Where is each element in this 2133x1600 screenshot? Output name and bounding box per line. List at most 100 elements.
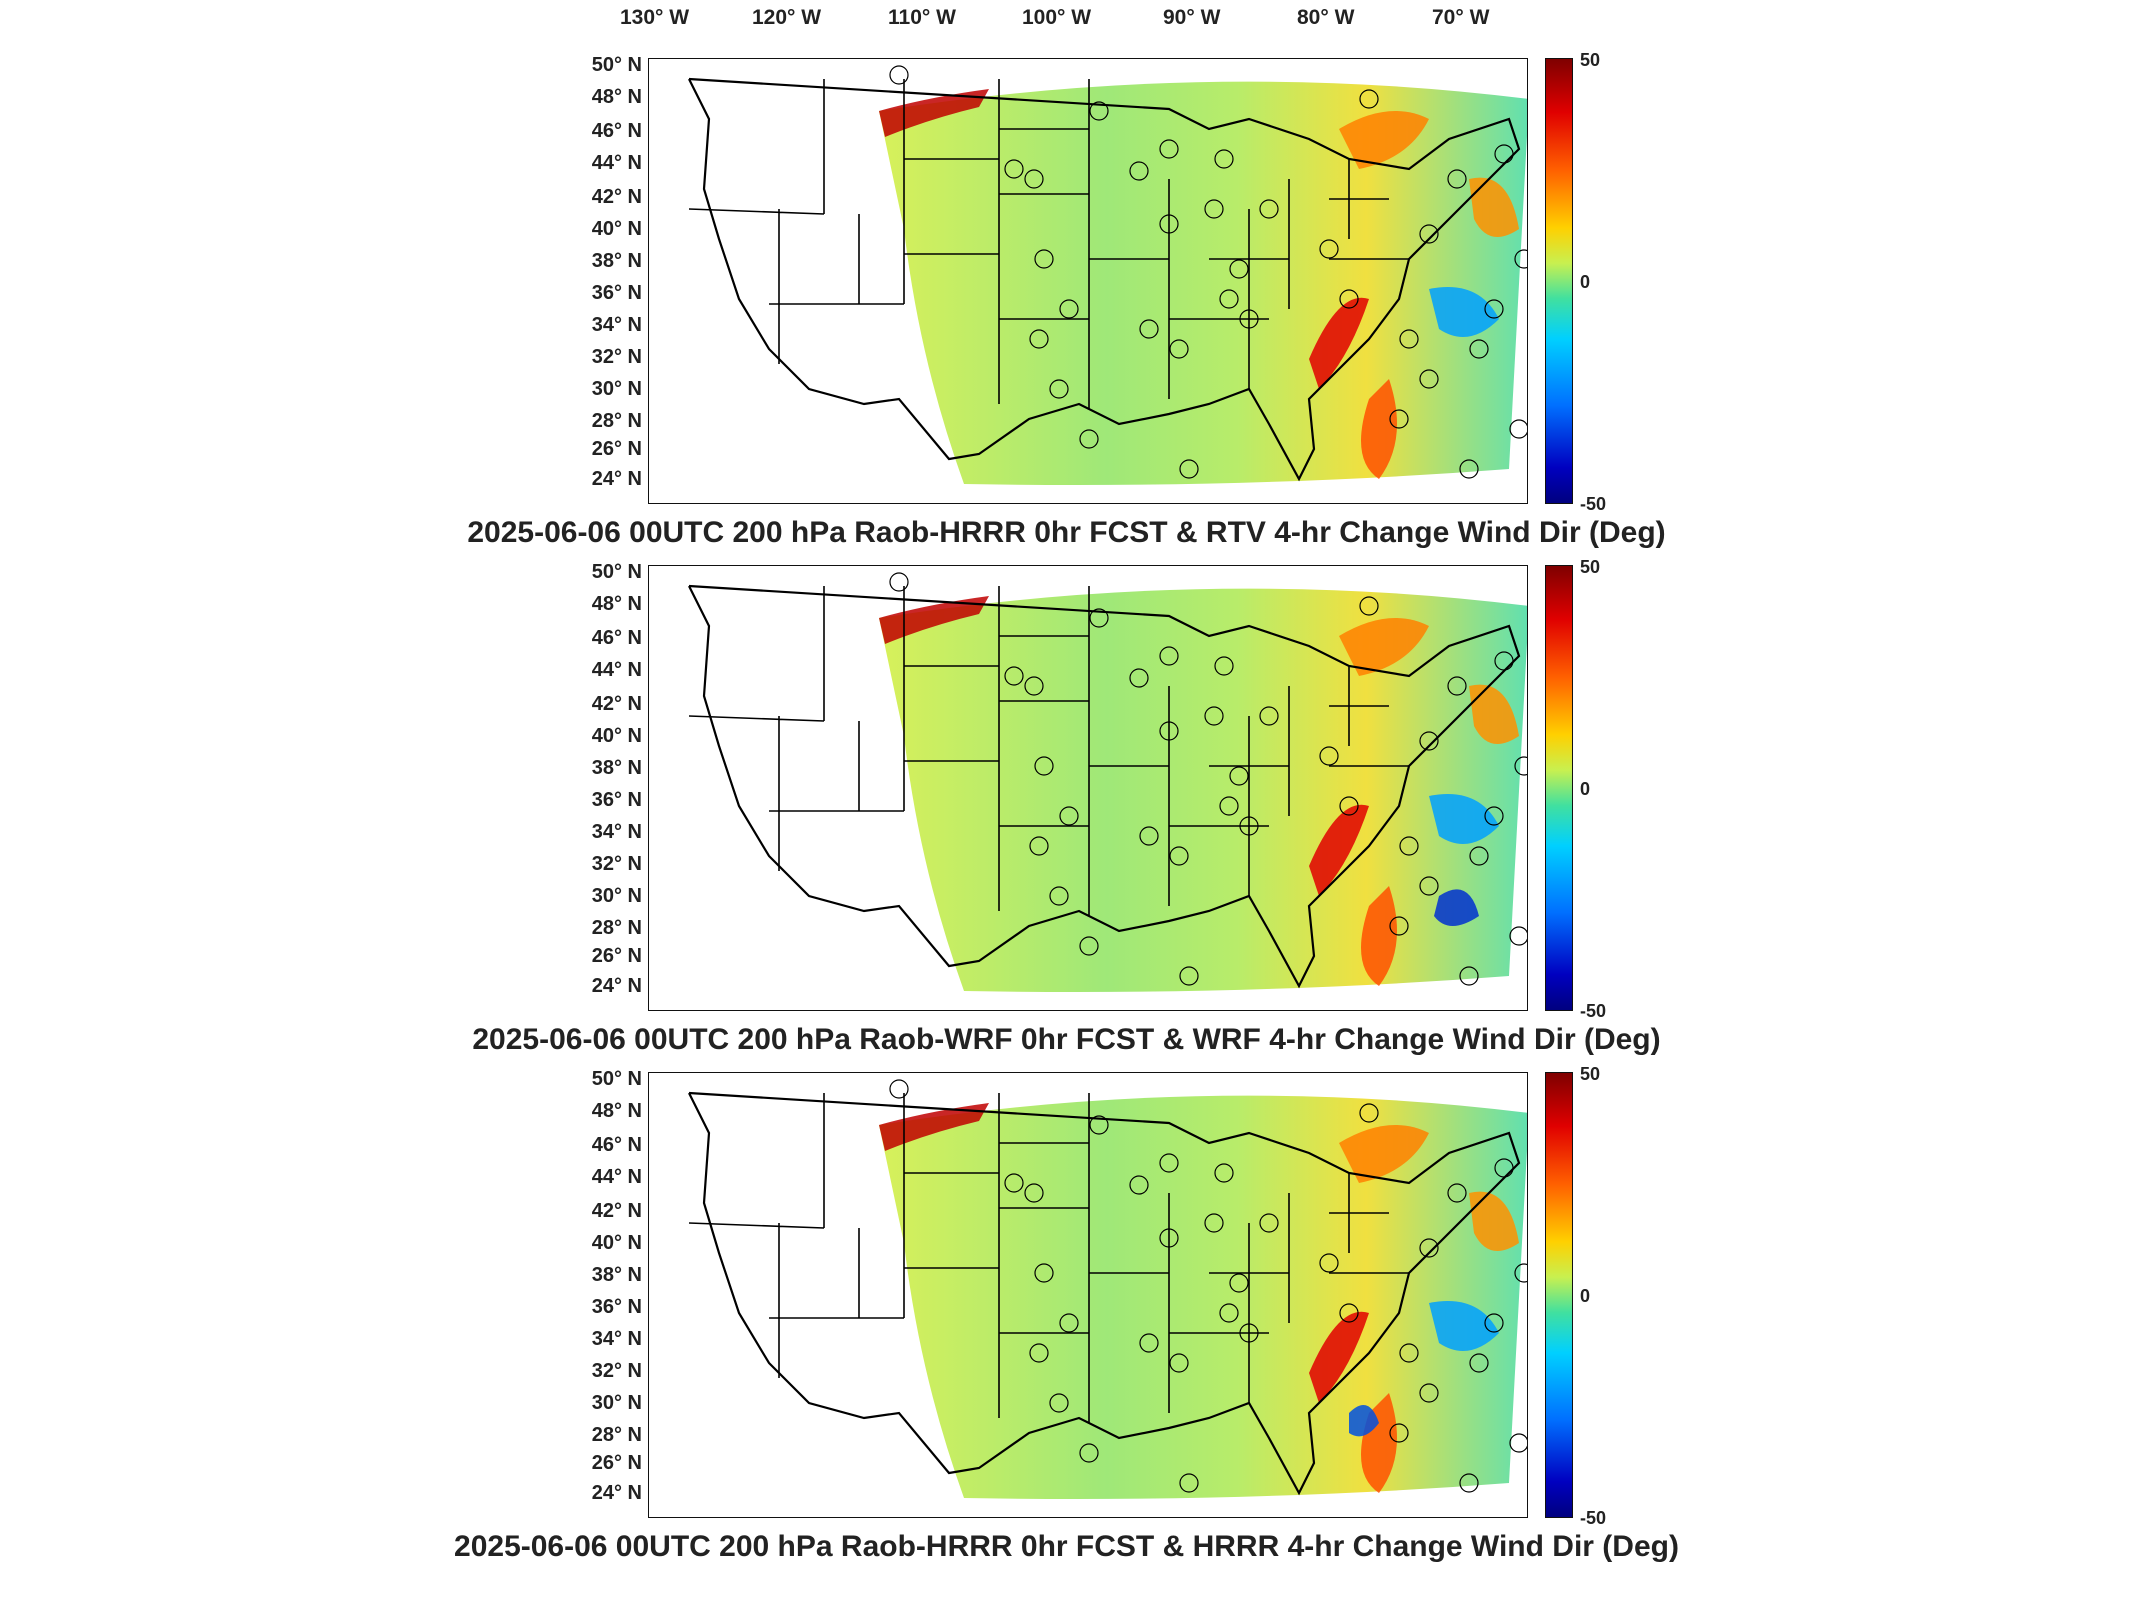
- state-boundaries: [688, 586, 1409, 916]
- raob-station-marker: [1509, 926, 1527, 946]
- southeast-maximum: [1309, 804, 1369, 896]
- raob-station-marker: [1399, 836, 1419, 856]
- raob-station-marker: [1239, 816, 1259, 836]
- raob-station-marker: [1214, 149, 1234, 169]
- colorbar: [1545, 58, 1573, 504]
- raob-station-marker: [1034, 249, 1054, 269]
- us-outline: [688, 584, 1521, 989]
- colorbar-mid-label: 0: [1580, 1286, 1591, 1306]
- raob-station-marker: [1389, 1423, 1409, 1443]
- raob-station-marker: [1484, 806, 1504, 826]
- lat-label: 48° N: [591, 1100, 642, 1122]
- raob-station-marker: [1004, 159, 1024, 179]
- lat-label: 36° N: [591, 789, 642, 811]
- raob-station-marker: [1419, 224, 1439, 244]
- lat-label: 32° N: [591, 853, 642, 875]
- coastal-positive: [1361, 886, 1397, 986]
- raob-station-marker: [1029, 1343, 1049, 1363]
- raob-station-marker: [1459, 966, 1479, 986]
- raob-station-marker: [1159, 139, 1179, 159]
- raob-station-marker: [1459, 1473, 1479, 1493]
- lat-label: 42° N: [591, 693, 642, 715]
- raob-station-marker: [1219, 796, 1239, 816]
- lat-label: 50° N: [591, 561, 642, 583]
- raob-station-marker: [1139, 319, 1159, 339]
- lat-label: 48° N: [591, 86, 642, 108]
- model-domain-field: [879, 1095, 1527, 1499]
- lat-label: 36° N: [591, 282, 642, 304]
- raob-station-marker: [1229, 1273, 1249, 1293]
- raob-station-marker: [1004, 1173, 1024, 1193]
- raob-station-marker: [1129, 1175, 1149, 1195]
- lon-label: 120° W: [752, 6, 822, 29]
- panel-title: 2025-06-06 00UTC 200 hPa Raob-WRF 0hr FC…: [472, 1023, 1661, 1056]
- raob-station-marker: [1447, 676, 1467, 696]
- newengland-positive: [1469, 684, 1519, 744]
- raob-station-marker: [1339, 1303, 1359, 1323]
- raob-station-marker: [1419, 731, 1439, 751]
- raob-station-marker: [1239, 1323, 1259, 1343]
- panel-title: 2025-06-06 00UTC 200 hPa Raob-HRRR 0hr F…: [454, 1530, 1679, 1563]
- lat-label: 46° N: [591, 627, 642, 649]
- raob-station-marker: [1159, 1228, 1179, 1248]
- raob-station-marker: [1484, 299, 1504, 319]
- raob-station-marker: [1399, 329, 1419, 349]
- raob-station-marker: [1509, 419, 1527, 439]
- state-boundaries: [688, 79, 1409, 409]
- lon-label: 130° W: [620, 6, 690, 29]
- raob-station-marker: [1484, 1313, 1504, 1333]
- lat-label: 46° N: [591, 120, 642, 142]
- lat-label: 48° N: [591, 593, 642, 615]
- raob-station-marker: [1024, 1183, 1044, 1203]
- raob-station-marker: [1419, 876, 1439, 896]
- colorbar-mid-label: 0: [1580, 779, 1591, 799]
- lat-label: 44° N: [591, 1166, 642, 1188]
- raob-station-marker: [1129, 161, 1149, 181]
- raob-station-marker: [1179, 1473, 1199, 1493]
- lon-label: 80° W: [1297, 6, 1355, 29]
- lon-label: 110° W: [888, 6, 956, 29]
- raob-station-marker: [1049, 886, 1069, 906]
- lat-label: 42° N: [591, 186, 642, 208]
- raob-station-marker: [1359, 596, 1379, 616]
- northwest-maximum: [879, 596, 989, 644]
- atlantic-minimum: [1434, 889, 1479, 926]
- colorbar-min-label: -50: [1580, 1508, 1607, 1528]
- raob-station-marker: [1259, 199, 1279, 219]
- lat-label: 38° N: [591, 1264, 642, 1286]
- raob-station-marker: [1169, 339, 1189, 359]
- raob-station-marker: [1389, 916, 1409, 936]
- colorbar: [1545, 1072, 1573, 1518]
- raob-station-marker: [1169, 846, 1189, 866]
- raob-station-marker: [1447, 1183, 1467, 1203]
- lon-label: 90° W: [1163, 6, 1221, 29]
- raob-station-marker: [1179, 966, 1199, 986]
- newengland-positive: [1469, 177, 1519, 237]
- lat-label: 30° N: [591, 378, 642, 400]
- raob-station-marker: [1459, 459, 1479, 479]
- state-boundaries: [688, 1093, 1409, 1423]
- us-outline: [688, 77, 1521, 482]
- northwest-maximum: [879, 1103, 989, 1151]
- raob-station-marker: [1089, 101, 1109, 121]
- raob-station-marker: [1339, 796, 1359, 816]
- raob-station-marker: [1079, 936, 1099, 956]
- raob-station-marker: [1494, 651, 1514, 671]
- raob-station-marker: [1494, 144, 1514, 164]
- colorbar-max-label: 50: [1580, 557, 1601, 577]
- florida-minimum: [1349, 1405, 1379, 1437]
- lon-label: 100° W: [1022, 6, 1092, 29]
- raob-station-marker: [1494, 1158, 1514, 1178]
- raob-station-marker: [1159, 1153, 1179, 1173]
- lat-label: 24° N: [591, 468, 642, 490]
- atlantic-negative: [1429, 1301, 1499, 1351]
- lat-label: 38° N: [591, 250, 642, 272]
- lat-label: 30° N: [591, 885, 642, 907]
- raob-station-marker: [1204, 1213, 1224, 1233]
- lat-label: 42° N: [591, 1200, 642, 1222]
- lat-label: 32° N: [591, 1360, 642, 1382]
- raob-station-marker: [1129, 668, 1149, 688]
- lat-label: 28° N: [591, 917, 642, 939]
- lat-label: 28° N: [591, 1424, 642, 1446]
- raob-station-marker: [1059, 299, 1079, 319]
